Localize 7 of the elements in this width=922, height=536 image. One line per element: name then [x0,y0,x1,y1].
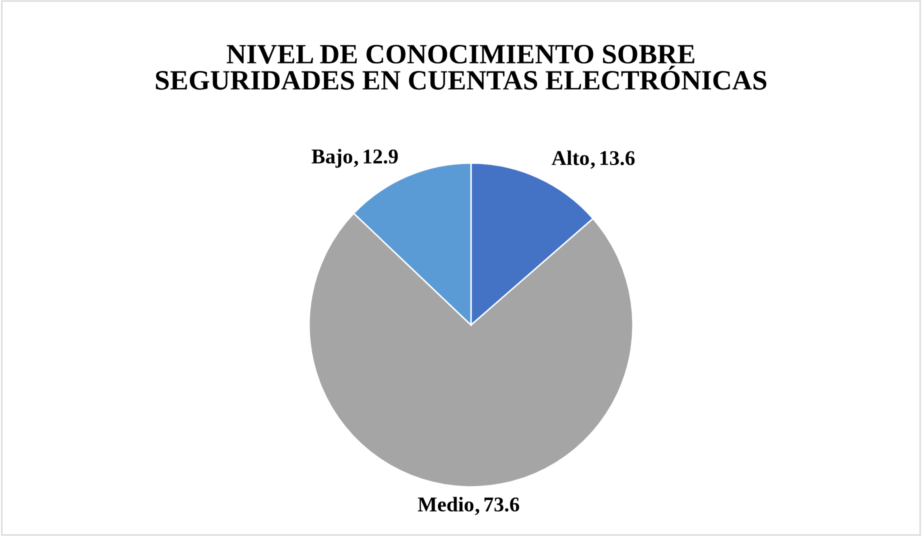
data-label: 13.6 [600,151,635,166]
slice-label: Alto [552,150,589,166]
slice-label: Medio [418,496,474,512]
data-label: 12.9 [364,150,398,164]
data-label: 73.6 [484,498,520,512]
slice-label: Bajo [312,148,352,168]
chart-title: NIVEL DE CONOCIMIENTO SOBRE SEGURIDADES EN CUENTAS ELECTRÓNICAS [156,44,766,90]
